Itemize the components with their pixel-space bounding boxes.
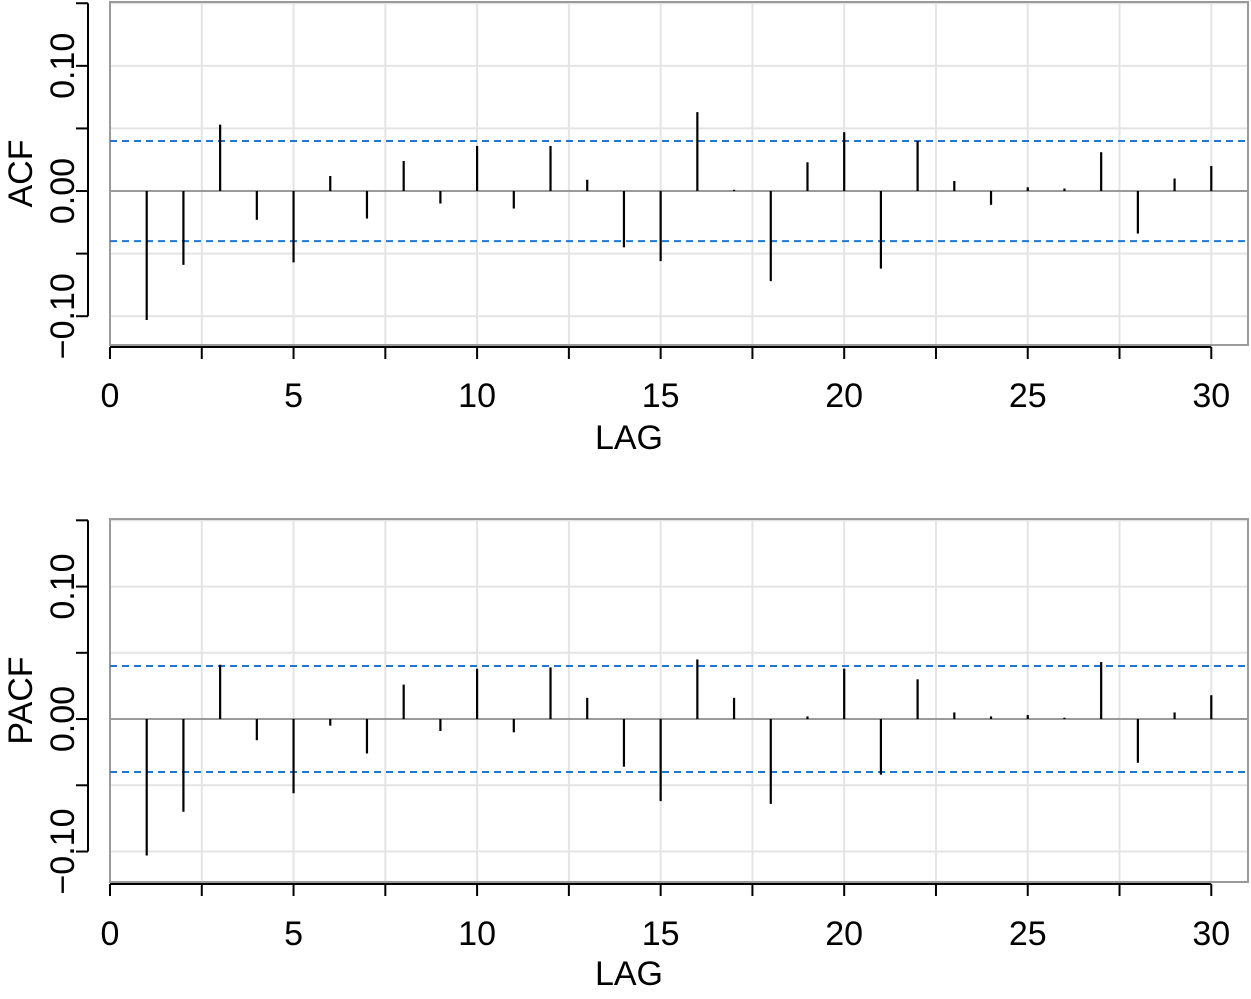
x-tick-label: 15: [642, 915, 680, 953]
x-axis-title: LAG: [595, 955, 663, 993]
y-tick-label: −0.10: [44, 809, 82, 895]
x-tick-label: 15: [642, 377, 680, 415]
x-tick-label: 20: [825, 377, 863, 415]
y-tick-label: 0.00: [44, 686, 82, 752]
x-tick-label: 30: [1192, 377, 1230, 415]
x-tick-label: 5: [284, 915, 303, 953]
x-tick-label: 10: [458, 915, 496, 953]
x-tick-label: 10: [458, 377, 496, 415]
x-axis-title: LAG: [595, 419, 663, 457]
x-tick-label: 20: [825, 915, 863, 953]
pacf-panel: −0.10 0.00 0.10 0 5 10 15 20 25 30 LAG PACF: [2, 518, 1249, 993]
x-tick-label: 0: [101, 377, 120, 415]
y-tick-label: 0.10: [44, 553, 82, 619]
plot-frame: [109, 518, 1249, 883]
x-tick-label: 5: [284, 377, 303, 415]
y-tick-label: 0.10: [44, 33, 82, 99]
y-tick-label: −0.10: [44, 273, 82, 359]
y-axis-title: ACF: [2, 140, 40, 208]
x-tick-label: 0: [101, 915, 120, 953]
x-tick-label: 30: [1192, 915, 1230, 953]
x-tick-label: 25: [1009, 377, 1047, 415]
y-axis-title: PACF: [2, 656, 40, 744]
x-tick-label: 25: [1009, 915, 1047, 953]
y-tick-label: 0.00: [44, 158, 82, 224]
acf-panel: −0.10 0.00 0.10 0 5 10 15 20 25 30 LAG ACF: [2, 1, 1249, 457]
plot-frame: [109, 1, 1249, 346]
